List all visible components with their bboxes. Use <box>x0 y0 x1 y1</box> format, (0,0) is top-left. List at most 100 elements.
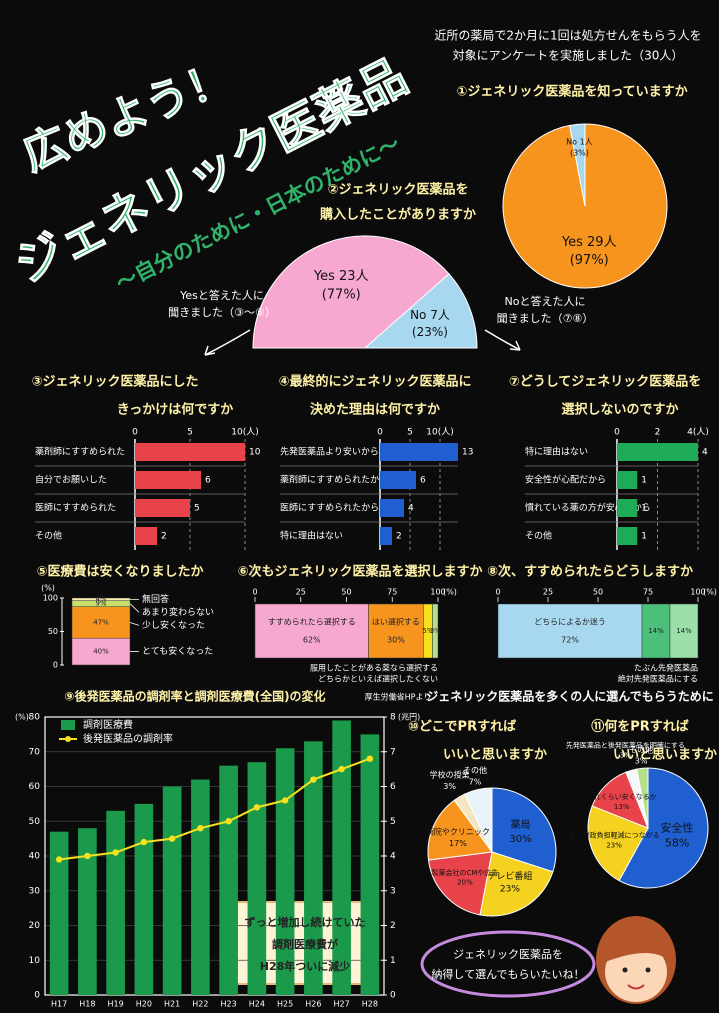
bar <box>617 499 638 517</box>
category-label: 自分でお願いした <box>35 474 107 486</box>
y-tick-label: 50 <box>48 627 58 636</box>
chart-title: ③ジェネリック医薬品にした <box>31 374 198 390</box>
x-axis-label: (%) <box>703 588 717 597</box>
stack-segment <box>669 603 699 659</box>
leader-line <box>129 622 140 626</box>
slice-label: その他 <box>463 765 487 775</box>
y2-tick-label: 4 <box>390 852 396 862</box>
y-tick-label: 60 <box>29 782 41 792</box>
speech-bubble <box>420 930 596 998</box>
category-label: 安全性が心配だから <box>525 474 606 486</box>
x-tick-label: H22 <box>192 1000 208 1009</box>
x-tick-label: 2 <box>655 428 661 438</box>
category-label: 先発医薬品より安いから <box>280 446 379 458</box>
x-tick-label: 0 <box>614 428 620 438</box>
x-tick-label: 5 <box>407 428 413 438</box>
bar <box>78 828 97 995</box>
bar <box>380 471 416 489</box>
pie-slice <box>569 123 586 207</box>
arrow <box>204 329 251 356</box>
slice-label: Yes 23人 <box>313 269 369 284</box>
y2-axis-label: (兆円) <box>398 712 420 722</box>
y2-tick-label: 7 <box>390 747 396 757</box>
segment-label: どちらによるか迷う <box>534 617 606 627</box>
y-tick-label: 70 <box>29 747 41 757</box>
x-tick-label: H28 <box>362 1000 378 1009</box>
category-label: 特に理由はない <box>280 530 343 542</box>
bar <box>49 831 69 995</box>
line-marker <box>253 804 261 811</box>
y2-tick-label: 1 <box>390 956 396 966</box>
slice-value: 30% <box>509 834 531 845</box>
line-marker <box>338 765 345 773</box>
pie-slice <box>363 273 478 349</box>
segment-value: 14% <box>648 627 664 635</box>
chart-title: ④最終的にジェネリック医薬品に <box>278 374 471 390</box>
slice-value: (97%) <box>570 253 609 268</box>
x-tick-label: H25 <box>277 1000 293 1009</box>
bangs <box>605 940 668 962</box>
slice-value: 3% <box>635 757 648 766</box>
slice-label: 安全性 <box>661 820 694 834</box>
annotation: ずっと増加し続けていた <box>245 915 366 929</box>
y-tick-label: 40 <box>29 852 41 862</box>
x-tick-label: 10(人) <box>426 427 453 438</box>
x-tick-label: H17 <box>51 1000 67 1009</box>
slice-value: 7% <box>469 777 482 786</box>
slice-value: (77%) <box>322 287 361 302</box>
x-tick-label: 25 <box>543 588 553 597</box>
bar <box>135 443 245 461</box>
bar <box>135 499 190 517</box>
category-label: その他 <box>525 530 552 542</box>
pie-slice <box>479 851 554 917</box>
x-tick-label: H19 <box>108 1000 124 1009</box>
line-marker <box>168 835 176 842</box>
segment-label: 少し安くなった <box>142 619 205 631</box>
y-tick-label: 30 <box>29 886 41 896</box>
pie-slice <box>491 787 557 873</box>
slice-value: 3% <box>620 751 631 759</box>
value-label: 2 <box>161 532 167 542</box>
segment-value: 4% <box>95 595 106 603</box>
y2-tick-label: 6 <box>390 782 396 792</box>
y2-tick-label: 0 <box>390 991 396 1001</box>
slice-label: No 7人 <box>410 308 450 322</box>
pie-slice <box>427 799 493 861</box>
segment-label: はい選択する <box>372 617 420 627</box>
legend-label: 調剤医療費 <box>83 718 133 731</box>
chart-title: ⑨後発医薬品の調剤率と調剤医療費(全国)の変化 <box>64 689 325 704</box>
pie-slice <box>252 235 450 349</box>
chart-title: きっかけは何ですか <box>117 402 233 418</box>
line-marker <box>112 849 119 856</box>
x-tick-label: H24 <box>249 1000 265 1009</box>
note: Noと答えた人に <box>505 294 586 308</box>
slice-label: 病院やクリニック <box>426 827 490 837</box>
slice-label: テレビ番組 <box>487 870 532 882</box>
bubble-text: 納得して選んでもらいたいね！ <box>431 968 584 981</box>
value-label: 2 <box>396 532 402 542</box>
category-label: 医師にすすめられた <box>35 502 116 514</box>
annotation: 調剤医療費が <box>272 937 338 951</box>
line-marker <box>225 818 232 825</box>
bar <box>134 803 154 995</box>
category-label: その他 <box>35 530 62 542</box>
segment-label: 絶対先発医薬品にする <box>618 674 698 684</box>
pie-slice <box>587 805 649 882</box>
segment-label: 無回答 <box>142 593 169 605</box>
x-tick-label: H27 <box>334 1000 350 1009</box>
arrow <box>484 329 521 351</box>
y-tick-label: 100 <box>43 594 58 603</box>
x-tick-label: H21 <box>164 1000 180 1009</box>
segment-value: 40% <box>93 648 109 656</box>
x-tick-label: 0 <box>377 428 383 438</box>
x-tick-label: 4(人) <box>687 427 709 438</box>
category-label: 医師にすすめられたから <box>280 502 379 514</box>
category-label: 薬剤師にすすめられたから <box>280 474 388 486</box>
pie-slice <box>618 767 709 889</box>
slice-label: どれくらい安くなるか <box>587 792 657 801</box>
face-illustration <box>596 916 676 1004</box>
leader-line <box>129 603 140 613</box>
value-label: 13 <box>462 448 473 458</box>
segment-value: 72% <box>561 636 579 645</box>
